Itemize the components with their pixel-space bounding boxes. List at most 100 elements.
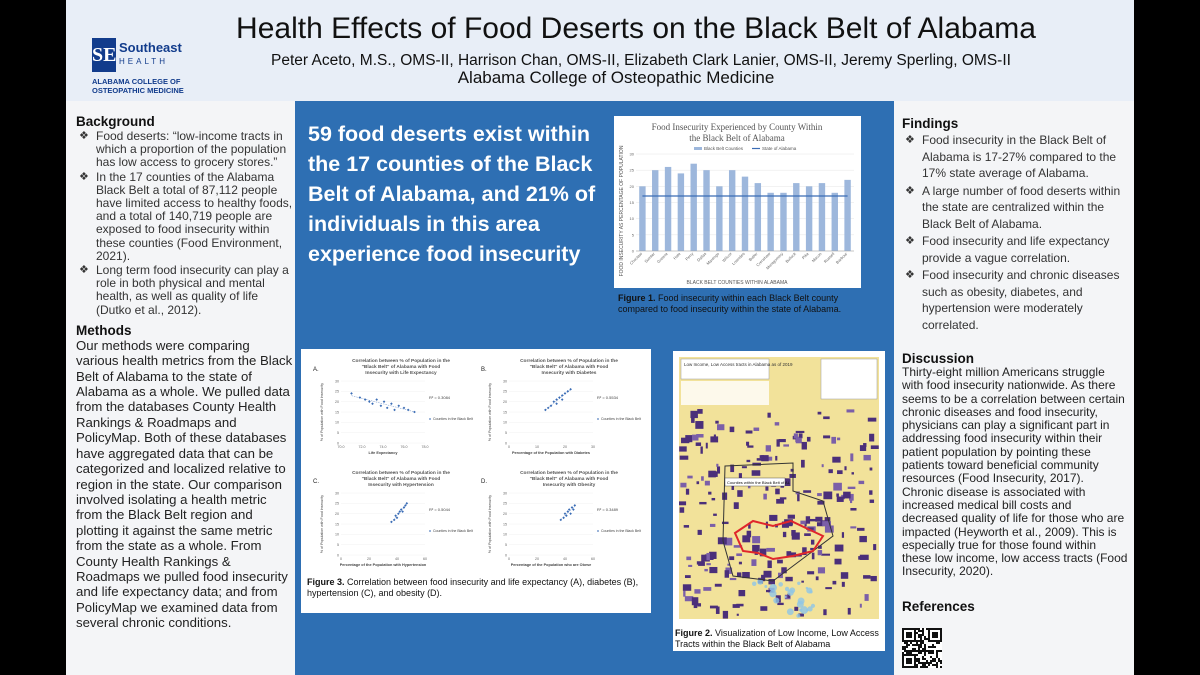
qr-module: [938, 650, 940, 652]
y-tick-label: 20: [630, 184, 635, 189]
qr-module: [904, 648, 906, 650]
data-point: [555, 398, 558, 401]
map-tract: [863, 575, 871, 579]
panel-title: Correlation between % of Population in t…: [520, 470, 618, 476]
map-water: [800, 606, 809, 614]
qr-module: [918, 640, 920, 642]
qr-module: [930, 662, 932, 664]
map-tract: [850, 453, 854, 462]
qr-module: [904, 650, 906, 652]
y-tick-label: 0: [632, 249, 635, 254]
map-tract: [717, 424, 725, 431]
chart-title-line1: Food Insecurity Experienced by County Wi…: [652, 122, 823, 132]
y-tick-label: 15: [335, 522, 339, 526]
data-point: [566, 510, 570, 513]
map-tract: [836, 496, 844, 502]
panel-title: "Black Belt" of Alabama with Food: [362, 476, 441, 482]
discussion-heading: Discussion: [902, 351, 975, 366]
map-tract: [859, 603, 862, 608]
map-tract: [825, 587, 832, 590]
poster-title: Health Effects of Food Deserts on the Bl…: [236, 12, 1036, 45]
qr-module: [926, 638, 928, 640]
qr-module: [918, 636, 920, 638]
references-qr-code[interactable]: [902, 628, 942, 668]
qr-module: [922, 640, 924, 642]
map-tract: [859, 535, 867, 543]
map-tract: [715, 420, 719, 424]
map-tract: [711, 497, 716, 501]
map-tract: [696, 481, 700, 485]
scatter-panel: C. Correlation between % of Population in…: [313, 470, 473, 567]
x-tick-label: 20: [367, 557, 371, 561]
qr-module: [940, 662, 942, 664]
map-tract: [864, 594, 869, 601]
map-tract: [700, 446, 703, 454]
map-tract: [763, 493, 767, 500]
map-tract: [850, 507, 857, 511]
map-tract: [736, 613, 739, 616]
map-tract: [713, 513, 717, 516]
map-title: Low Income, Low Access tracts in Alabama…: [684, 362, 793, 367]
qr-module: [918, 652, 920, 654]
map-tract: [763, 570, 772, 578]
qr-module: [908, 644, 910, 646]
qr-module: [936, 666, 938, 668]
data-point: [569, 512, 572, 515]
qr-module: [902, 648, 904, 650]
logo-college: ALABAMA COLLEGE OF OSTEOPATHIC MEDICINE: [92, 77, 184, 95]
map-tract: [841, 532, 845, 538]
trendline: [351, 395, 415, 413]
x-axis-label: Percentage of the Population with Hypert…: [340, 563, 427, 567]
map-tract: [709, 605, 718, 609]
y-tick-label: 0: [505, 553, 507, 557]
y-tick-label: 10: [503, 421, 507, 425]
y-tick-label: 0: [337, 441, 339, 445]
logo-health: HEALTH: [119, 57, 168, 66]
data-point: [567, 508, 571, 511]
qr-module: [916, 658, 918, 660]
r-squared: R² = 0.3084: [429, 395, 451, 400]
map-tract: [768, 578, 775, 585]
map-tract: [705, 442, 708, 449]
map-tract: [716, 466, 721, 474]
map-tract: [781, 567, 787, 574]
map-tract: [756, 458, 762, 461]
chart-plot-area: 0 5 10 15 20 25 30 Choctaw Sumter Greene Hale Perry…: [629, 152, 854, 270]
map-tract: [709, 566, 718, 574]
y-tick-label: 5: [505, 431, 507, 435]
map-tract: [837, 437, 841, 441]
qr-module: [906, 646, 908, 648]
map-tract: [729, 577, 737, 581]
y-tick-label: 25: [630, 168, 635, 173]
legend-label-black-belt: Black Belt Counties: [704, 146, 744, 151]
map-tract: [746, 441, 750, 446]
map-tract: [863, 454, 871, 461]
qr-module: [912, 644, 914, 646]
map-tract: [851, 472, 854, 475]
y-tick-label: 25: [503, 502, 507, 506]
map-tract: [869, 467, 873, 471]
y-tick-label: 0: [505, 441, 507, 445]
qr-module: [906, 652, 908, 654]
qr-module: [936, 662, 938, 664]
map-tract: [775, 455, 778, 461]
map-water: [764, 584, 768, 588]
map-tract: [774, 422, 780, 426]
x-tick-label: Butler: [748, 251, 759, 262]
qr-module: [924, 654, 926, 656]
bar: [690, 163, 697, 251]
panel-title: Correlation between % of Population in t…: [352, 470, 450, 476]
map-tract: [844, 466, 847, 471]
bar: [716, 186, 723, 251]
map-tract: [869, 433, 875, 442]
bar: [703, 170, 710, 251]
map-tract: [697, 409, 703, 414]
qr-module: [916, 644, 918, 646]
map-tract: [801, 459, 805, 468]
bar: [639, 186, 646, 251]
map-tract: [775, 488, 780, 495]
y-tick-label: 0: [337, 553, 339, 557]
x-tick-label: 30: [591, 445, 595, 449]
map-tract: [693, 603, 698, 609]
qr-module: [916, 632, 918, 634]
